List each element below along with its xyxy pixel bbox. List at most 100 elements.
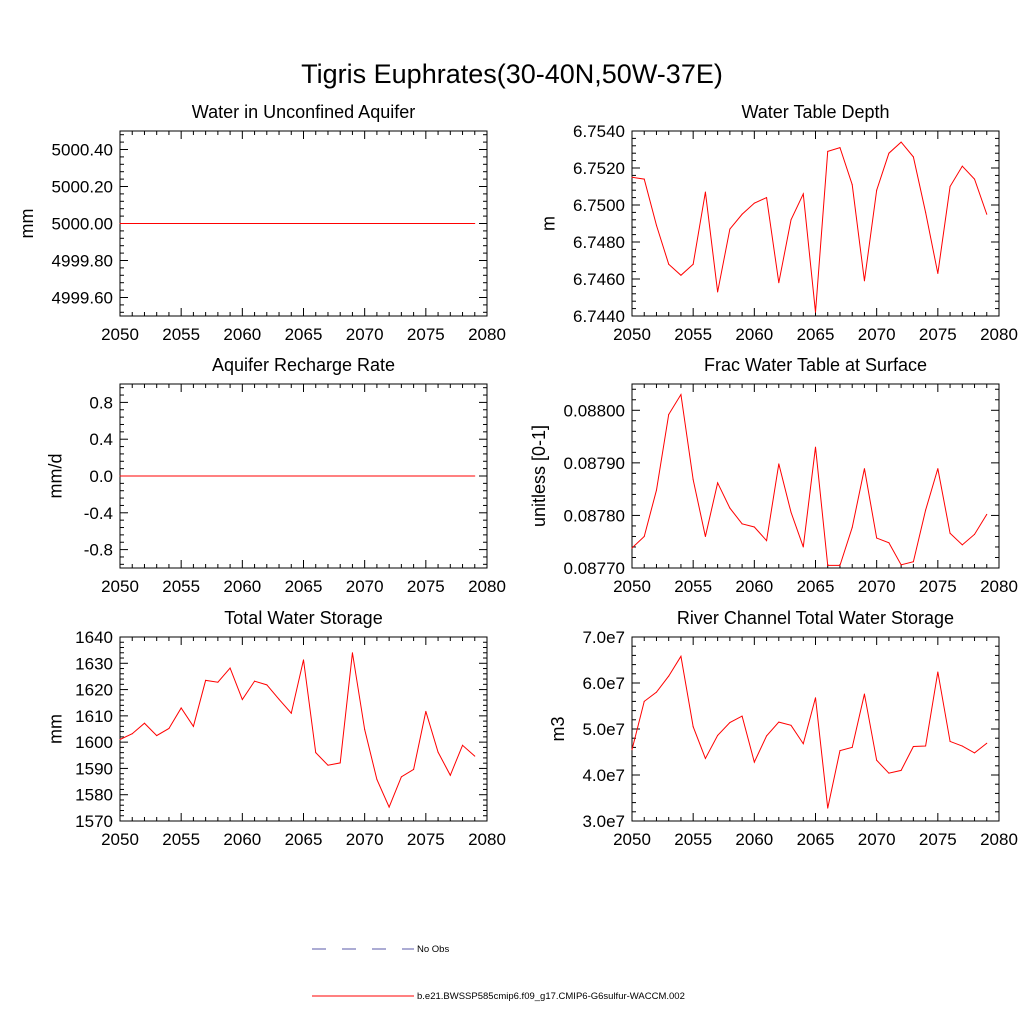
data-point bbox=[753, 526, 755, 528]
y-tick-label: 4999.80 bbox=[52, 252, 113, 271]
legend-obs-label: No Obs bbox=[417, 944, 449, 955]
data-point bbox=[741, 523, 743, 525]
data-point bbox=[364, 223, 366, 224]
data-point bbox=[912, 745, 914, 747]
x-tick-label: 2050 bbox=[101, 830, 139, 849]
data-point bbox=[180, 475, 182, 477]
y-tick-label: 4.0e7 bbox=[582, 766, 625, 785]
y-tick-label: 7.0e7 bbox=[582, 628, 625, 647]
y-tick-label: 1620 bbox=[75, 681, 113, 700]
data-point bbox=[119, 223, 121, 224]
data-point bbox=[692, 263, 694, 265]
data-point bbox=[449, 223, 451, 224]
y-tick-label: 1640 bbox=[75, 628, 113, 647]
data-point bbox=[766, 197, 768, 199]
x-tick-label: 2075 bbox=[919, 325, 957, 344]
x-tick-label: 2050 bbox=[101, 325, 139, 344]
data-point bbox=[437, 475, 439, 477]
data-point bbox=[290, 223, 292, 224]
data-point bbox=[680, 274, 682, 276]
data-point bbox=[303, 475, 304, 477]
data-point bbox=[143, 223, 145, 224]
data-point bbox=[413, 768, 415, 770]
data-point bbox=[839, 147, 841, 149]
data-point bbox=[851, 184, 853, 186]
data-point bbox=[437, 751, 439, 753]
plot-frame bbox=[631, 636, 1000, 822]
data-point bbox=[278, 223, 280, 224]
data-point bbox=[961, 745, 963, 747]
plot-frame bbox=[631, 130, 1000, 317]
data-point bbox=[131, 475, 133, 477]
x-tick-label: 2080 bbox=[468, 577, 506, 596]
data-point bbox=[143, 475, 145, 477]
data-point bbox=[643, 700, 645, 702]
y-tick-label: 0.0 bbox=[89, 467, 113, 486]
y-tick-label: 1630 bbox=[75, 654, 113, 673]
data-point bbox=[961, 165, 963, 167]
x-tick-label: 2065 bbox=[285, 577, 323, 596]
x-tick-label: 2075 bbox=[407, 577, 445, 596]
data-point bbox=[266, 684, 268, 686]
series-line bbox=[631, 393, 988, 566]
data-point bbox=[400, 776, 402, 778]
data-point bbox=[790, 219, 792, 221]
data-point bbox=[241, 699, 243, 701]
data-point bbox=[986, 513, 988, 515]
legend-model-label: b.e21.BWSSP585cmip6.f09_g17.CMIP6-G6sulf… bbox=[417, 991, 685, 1002]
data-point bbox=[119, 739, 121, 741]
x-tick-label: 2080 bbox=[980, 830, 1018, 849]
y-tick-label: 6.7480 bbox=[573, 233, 625, 252]
data-point bbox=[217, 475, 219, 477]
data-point bbox=[290, 475, 292, 477]
data-point bbox=[778, 282, 780, 284]
data-point bbox=[717, 291, 719, 293]
data-point bbox=[925, 745, 927, 747]
data-point bbox=[778, 463, 780, 465]
data-point bbox=[766, 735, 768, 737]
y-tick-label: -0.8 bbox=[84, 541, 113, 560]
data-point bbox=[376, 778, 378, 780]
x-tick-label: 2080 bbox=[468, 830, 506, 849]
data-point bbox=[229, 667, 231, 669]
data-point bbox=[168, 223, 170, 224]
x-tick-label: 2050 bbox=[613, 830, 651, 849]
data-point bbox=[156, 475, 158, 477]
data-point bbox=[692, 479, 694, 481]
data-point bbox=[388, 475, 390, 477]
y-axis-label: m bbox=[539, 216, 559, 231]
data-point bbox=[315, 752, 317, 754]
main-title: Tigris Euphrates(30-40N,50W-37E) bbox=[301, 59, 723, 89]
data-point bbox=[192, 725, 194, 727]
data-point bbox=[631, 176, 633, 178]
data-point bbox=[643, 178, 645, 180]
panel-2: Water Table Depth 2050 2055 2060 2065 2070 207… bbox=[539, 102, 1018, 344]
x-tick-label: 2055 bbox=[674, 325, 712, 344]
data-point bbox=[925, 211, 927, 213]
data-point bbox=[425, 223, 427, 224]
y-tick-label: 5000.20 bbox=[52, 178, 113, 197]
x-tick-label: 2055 bbox=[162, 577, 200, 596]
data-point bbox=[425, 475, 427, 477]
data-point bbox=[668, 675, 670, 677]
data-point bbox=[303, 659, 304, 661]
data-point bbox=[474, 755, 476, 757]
data-point bbox=[205, 475, 207, 477]
y-tick-label: 6.7500 bbox=[573, 196, 625, 215]
data-point bbox=[888, 542, 890, 544]
data-point bbox=[692, 726, 694, 728]
data-point bbox=[205, 679, 207, 681]
data-point bbox=[376, 475, 378, 477]
panel-4: Frac Water Table at Surface 2050 2055 2060 2… bbox=[529, 355, 1018, 596]
x-tick-label: 2080 bbox=[980, 325, 1018, 344]
data-point bbox=[974, 178, 976, 180]
x-tick-label: 2060 bbox=[735, 830, 773, 849]
data-point bbox=[241, 475, 243, 477]
data-point bbox=[425, 710, 427, 712]
data-point bbox=[168, 727, 170, 729]
data-point bbox=[802, 546, 804, 548]
data-point bbox=[217, 681, 219, 683]
data-point bbox=[364, 475, 366, 477]
data-point bbox=[156, 735, 158, 737]
x-tick-label: 2060 bbox=[735, 325, 773, 344]
